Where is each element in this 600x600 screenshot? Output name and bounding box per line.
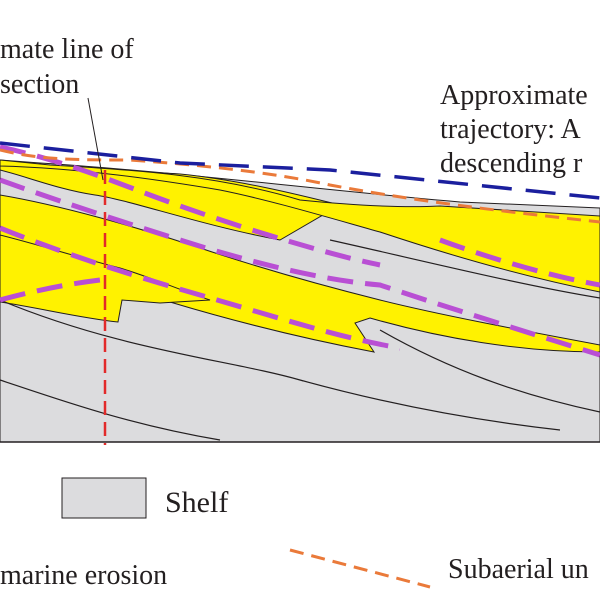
legend-shelf-swatch <box>61 477 147 519</box>
trajectory-label-line-1: Approximate <box>440 80 588 111</box>
legend-subaerial-swatch <box>289 548 431 589</box>
section-label-line-2: section <box>0 69 79 100</box>
legend-subaerial-label: Subaerial un <box>448 554 589 585</box>
marine-erosion-surface-5 <box>439 237 600 288</box>
trajectory-line <box>0 141 600 200</box>
marine-erosion-surface-4 <box>0 277 101 303</box>
marine-erosion-surface-2 <box>0 177 600 358</box>
bedding-line-3 <box>379 329 600 413</box>
legend-shelf-label: Shelf <box>165 486 228 519</box>
subaerial-unconformity <box>0 148 600 224</box>
section-leader-line <box>87 97 104 181</box>
marine-erosion-surface-3 <box>0 225 401 351</box>
trajectory-label-line-3: descending r <box>440 148 583 179</box>
marine-erosion-surface-1 <box>0 144 381 268</box>
legend-marine-erosion-label: marine erosion <box>0 560 167 591</box>
marine-erosion-surfaces <box>0 144 600 358</box>
section-label-line-1: mate line of <box>0 34 134 65</box>
bedding-line-4 <box>329 239 600 299</box>
trajectory-label-line-2: trajectory: A <box>440 114 582 145</box>
bedding-line-1 <box>0 299 561 431</box>
bedding-line-2 <box>0 379 221 441</box>
